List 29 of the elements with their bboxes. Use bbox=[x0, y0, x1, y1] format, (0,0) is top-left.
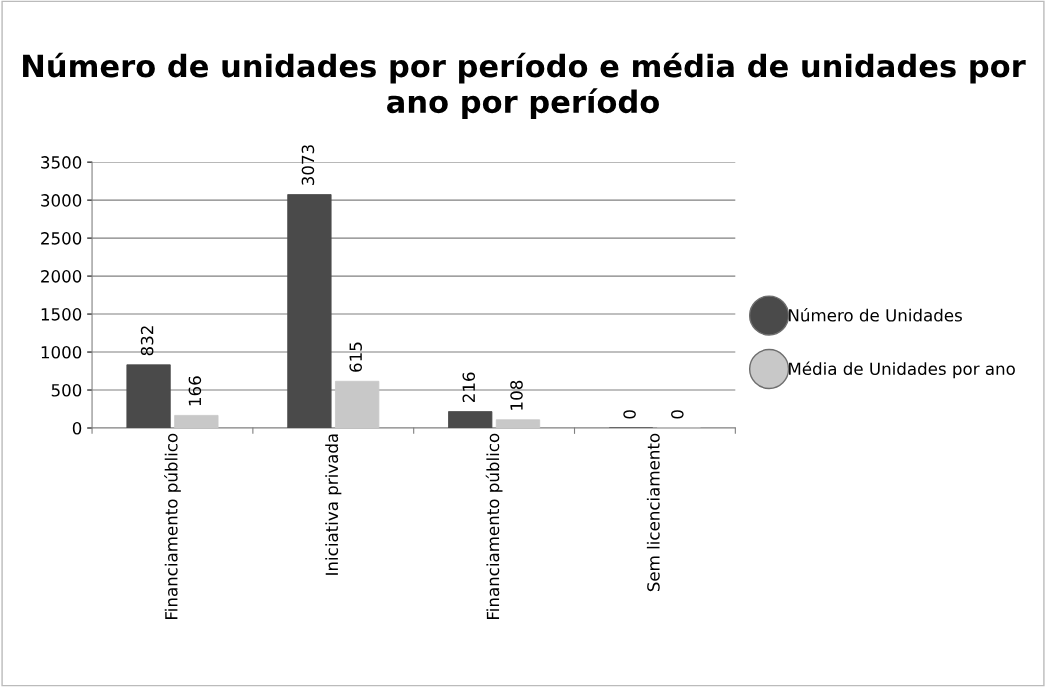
x-tick-label: Financiamento público bbox=[164, 433, 181, 620]
y-tick-label: 2500 bbox=[41, 232, 82, 245]
bar bbox=[495, 419, 541, 428]
data-label: 216 bbox=[462, 372, 476, 403]
x-tick-label: Iniciativa privada bbox=[325, 434, 342, 575]
x-tick-label: Financiamento público bbox=[485, 433, 503, 620]
y-tick-label: 3000 bbox=[41, 194, 82, 207]
bar bbox=[126, 364, 171, 428]
y-tick-label: 3500 bbox=[41, 156, 82, 169]
data-label: 615 bbox=[349, 342, 362, 372]
bar bbox=[335, 380, 380, 428]
y-tick-label: 500 bbox=[51, 383, 82, 397]
chart-title: Número de unidades por período e média de unidades por ano por período bbox=[23, 52, 1026, 120]
data-label: 0 bbox=[671, 410, 684, 419]
y-tick-label: 1000 bbox=[41, 346, 82, 359]
bar bbox=[287, 194, 332, 428]
data-label: 3073 bbox=[301, 145, 315, 185]
x-tick-label: Sem licenciamento bbox=[646, 433, 660, 592]
data-label: 108 bbox=[510, 380, 523, 410]
data-label: 166 bbox=[188, 376, 202, 406]
bar bbox=[174, 414, 219, 428]
legend-label: Média de Unidades por ano bbox=[789, 361, 1015, 379]
legend-label: Número de Unidades bbox=[789, 308, 962, 322]
y-tick-label: 2000 bbox=[41, 270, 82, 283]
data-label: 0 bbox=[623, 410, 636, 419]
bar bbox=[448, 411, 493, 428]
data-label: 832 bbox=[140, 326, 154, 356]
y-tick-label: 0 bbox=[72, 421, 82, 435]
y-tick-label: 1500 bbox=[41, 308, 82, 321]
